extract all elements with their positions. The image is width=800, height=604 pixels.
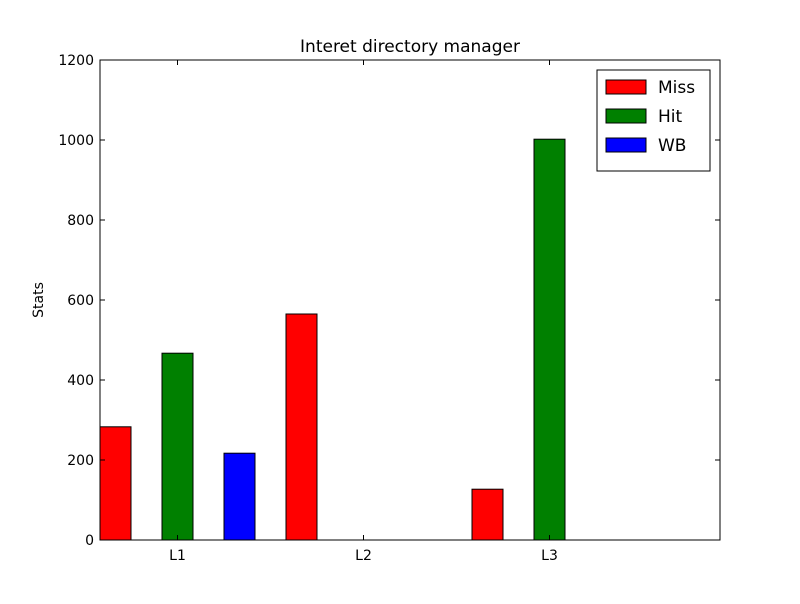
legend: Miss Hit WB — [596, 69, 711, 172]
ticks-layer: 0 200 400 600 800 1000 1200 L1 L2 L3 — [58, 53, 720, 564]
x-tick-label: L1 — [169, 548, 186, 564]
x-tick-label: L2 — [355, 548, 372, 564]
legend-swatch-wb — [605, 137, 647, 153]
y-tick-label: 0 — [85, 533, 94, 549]
y-axis-label: Stats — [31, 282, 47, 318]
legend-swatch-hit — [605, 108, 647, 124]
legend-label-wb: WB — [658, 136, 686, 156]
bar-miss-l3 — [471, 488, 504, 541]
y-tick-label: 800 — [67, 213, 94, 229]
bar-miss-l2 — [285, 313, 318, 541]
y-tick-label: 400 — [67, 373, 94, 389]
bar-hit-l1 — [161, 352, 194, 541]
legend-label-miss: Miss — [658, 78, 695, 98]
bars-layer — [99, 138, 566, 541]
bar-wb-l1 — [223, 452, 256, 541]
chart-title: Interet directory manager — [300, 37, 520, 57]
y-tick-label: 600 — [67, 293, 94, 309]
legend-label-hit: Hit — [658, 107, 683, 127]
x-tick-label: L3 — [541, 548, 558, 564]
bar-miss-l1 — [99, 426, 132, 541]
y-tick-label: 200 — [67, 453, 94, 469]
y-tick-label: 1200 — [58, 53, 94, 69]
legend-swatch-miss — [605, 79, 647, 95]
bar-hit-l3 — [533, 138, 566, 541]
y-tick-label: 1000 — [58, 133, 94, 149]
